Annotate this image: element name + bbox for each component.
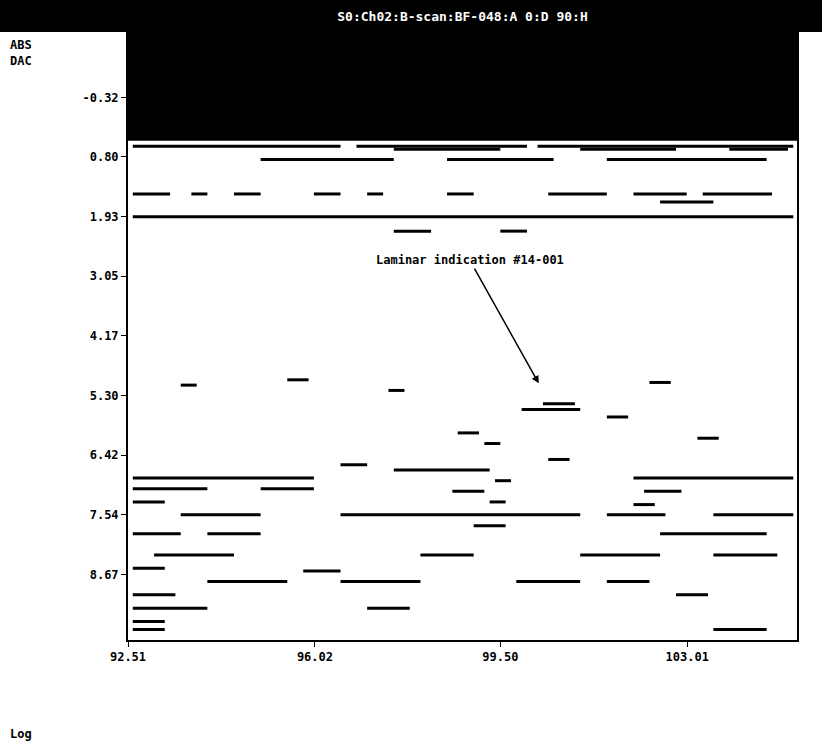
- svg-text:3.05: 3.05: [90, 269, 119, 283]
- svg-text:S0:Ch02:B-scan:BF-048:A 0:D 90: S0:Ch02:B-scan:BF-048:A 0:D 90:H: [337, 9, 587, 24]
- svg-text:5.30: 5.30: [90, 389, 119, 403]
- svg-text:ABSDAC: ABSDAC: [10, 38, 32, 68]
- svg-text:6.42: 6.42: [90, 448, 119, 462]
- svg-text:0.80: 0.80: [90, 150, 119, 164]
- svg-text:4.17: 4.17: [90, 329, 119, 343]
- svg-text:99.50: 99.50: [482, 650, 518, 664]
- svg-text:7.54: 7.54: [90, 508, 119, 522]
- svg-text:96.02: 96.02: [297, 650, 333, 664]
- svg-text:103.01: 103.01: [666, 650, 709, 664]
- svg-text:Laminar indication #14-001: Laminar indication #14-001: [376, 253, 564, 267]
- svg-text:Log: Log: [10, 727, 32, 741]
- svg-text:8.67: 8.67: [90, 568, 119, 582]
- svg-text:1.93: 1.93: [90, 210, 119, 224]
- svg-text:92.51: 92.51: [110, 650, 146, 664]
- svg-text:-0.32: -0.32: [82, 91, 118, 105]
